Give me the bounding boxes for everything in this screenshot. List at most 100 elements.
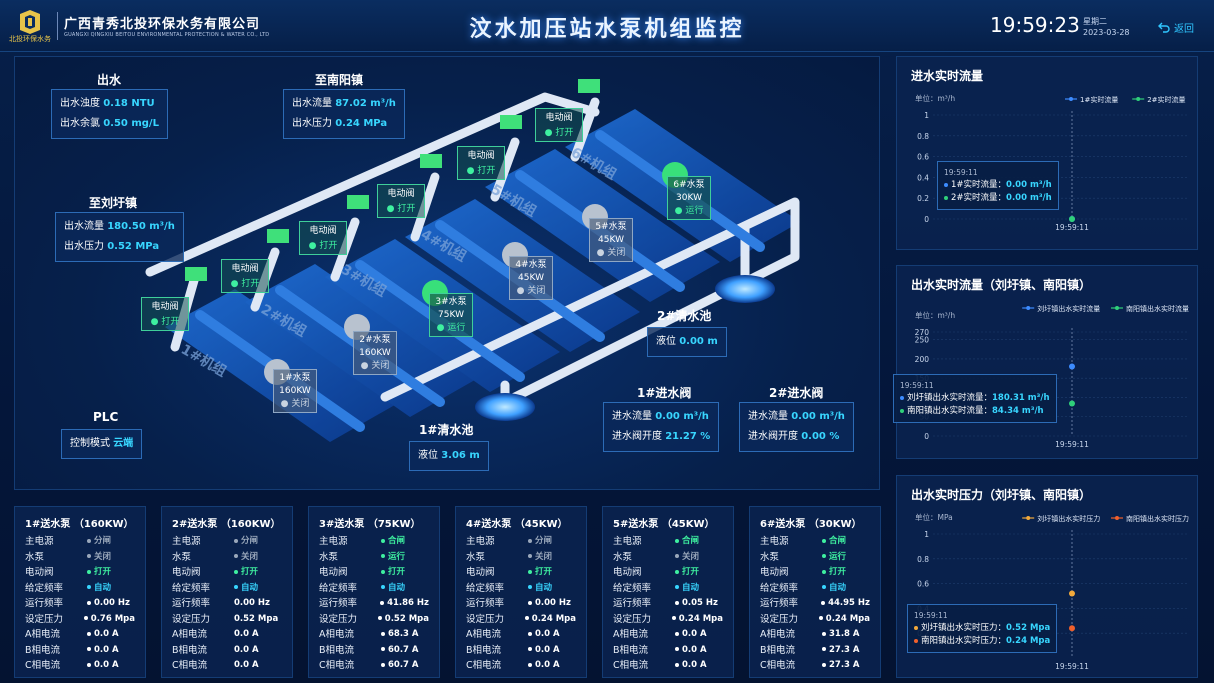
row-value-text: 打开 xyxy=(388,567,406,577)
pump-tag-4[interactable]: 4#水泵 45KW ● 关闭 xyxy=(509,256,553,300)
pool2-box: 液位 0.00 m xyxy=(647,327,727,357)
row-value: 0.00 Hz xyxy=(87,596,130,612)
status-dot-icon xyxy=(380,600,385,605)
pump-tag-2[interactable]: 2#水泵 160KW ● 关闭 xyxy=(353,331,397,375)
valve-tag-5[interactable]: 电动阀 ● 打开 xyxy=(457,146,505,180)
row-value-text: 60.7 A xyxy=(388,660,419,670)
row-value: 41.86 Hz xyxy=(380,596,429,612)
row-key: A相电流 xyxy=(319,629,354,640)
inflow-title: 进水实时流量 xyxy=(911,69,984,83)
pump-card-row: 主电源 合闸 xyxy=(760,534,870,550)
row-value: 自动 xyxy=(675,581,699,597)
pool1-box: 液位 3.06 m xyxy=(409,441,489,471)
pump-tag-1[interactable]: 1#水泵 160KW ● 关闭 xyxy=(273,369,317,413)
pump-tag-5[interactable]: 5#水泵 45KW ● 关闭 xyxy=(589,218,633,262)
y-tick-label: 0.4 xyxy=(917,173,929,182)
legend-marker-icon[interactable] xyxy=(1026,306,1031,310)
status-dot-icon xyxy=(234,538,238,543)
inflow-chart: 单位：m³/h 0 0.2 0.4 0.6 0.8 1 19:59:11 1#实时流量 2#实时流… xyxy=(915,93,1187,232)
legend-entry[interactable]: 2#实时流量 xyxy=(1147,95,1185,104)
row-value: 打开 xyxy=(87,565,111,581)
y-tick-label: 0.6 xyxy=(917,580,929,589)
status-dot-icon xyxy=(822,662,826,667)
status-dot-icon xyxy=(234,585,238,589)
valve-tag-1[interactable]: 电动阀 ● 打开 xyxy=(141,297,189,331)
inlet2-box: 进水流量 0.00 m³/h 进水阀开度 0.00 % xyxy=(739,402,854,452)
status-dot-icon xyxy=(528,631,532,636)
legend-marker-icon[interactable] xyxy=(1115,516,1119,520)
pump-card-row: 设定压力 0.52 Mpa xyxy=(319,612,429,628)
back-button[interactable]: 返回 xyxy=(1158,20,1194,35)
y-unit-label: 单位：MPa xyxy=(915,512,953,522)
x-tick-label: 19:59:11 xyxy=(1055,223,1089,232)
pump-card-row: 给定频率 自动 xyxy=(613,581,723,597)
inlet2-title: 2#进水阀 xyxy=(769,386,824,400)
inlet1-key: 进水流量 xyxy=(612,411,652,422)
row-value-text: 41.86 Hz xyxy=(387,598,429,608)
tooltip-time: 19:59:11 xyxy=(900,381,934,390)
pump-card-5: 5#送水泵 （45KW） 主电源 合闸 水泵 关闭 电动阀 打开 给定频率 自动 运行频率 0.05… xyxy=(602,506,734,678)
inlet2-key: 进水阀开度 xyxy=(748,431,798,442)
legend-entry[interactable]: 南阳镇出水实时压力 xyxy=(1126,514,1189,523)
legend-marker-icon[interactable] xyxy=(1115,306,1119,310)
row-value: 0.52 Mpa xyxy=(377,612,429,628)
legend-marker-icon[interactable] xyxy=(1026,516,1031,520)
valve-name: 电动阀 xyxy=(545,113,573,123)
pump-card-row: 电动阀 打开 xyxy=(760,565,870,581)
legend-entry[interactable]: 1#实时流量 xyxy=(1080,95,1118,104)
pump-card-row: 给定频率 自动 xyxy=(319,581,429,597)
valve-tag-2[interactable]: 电动阀 ● 打开 xyxy=(221,259,269,293)
row-value-text: 0.0 A xyxy=(94,644,119,655)
pump-card-row: C相电流 0.0 A xyxy=(172,658,282,674)
valve-tag-4[interactable]: 电动阀 ● 打开 xyxy=(377,184,425,218)
data-point[interactable] xyxy=(1069,216,1075,222)
pump-tag-3[interactable]: 3#水泵 75KW ● 运行 xyxy=(429,293,473,337)
data-point[interactable] xyxy=(1069,625,1075,632)
plc-box: 控制模式 云端 xyxy=(61,429,143,459)
liuxu-row: 出水流量 180.50 m³/h xyxy=(64,217,175,237)
y-tick-label: 0.2 xyxy=(917,194,929,203)
status-dot-icon xyxy=(83,616,88,620)
series-dot-icon xyxy=(900,395,904,400)
pump-card-row: 主电源 分闸 xyxy=(466,534,576,550)
data-point[interactable] xyxy=(1069,590,1075,597)
row-value-text: 分闸 xyxy=(241,536,259,546)
pump-tag-6[interactable]: 6#水泵 30KW ● 运行 xyxy=(667,176,711,220)
nanyang-row: 出水压力 0.24 MPa xyxy=(292,114,396,134)
status-dot-icon xyxy=(528,647,532,651)
data-point[interactable] xyxy=(1069,400,1075,407)
pump-card-row: 设定压力 0.76 Mpa xyxy=(25,612,135,628)
row-key: A相电流 xyxy=(466,629,501,640)
legend-marker-icon[interactable] xyxy=(1136,97,1141,101)
pump-card-row: B相电流 27.3 A xyxy=(760,643,870,659)
process-diagram: 1#机组 2#机组 3#机组 4#机组 5#机组 6#机组 出水 出水浊度 0.… xyxy=(14,56,880,490)
row-key: 运行频率 xyxy=(613,598,652,609)
tooltip-value: 0.00 m³/h xyxy=(1006,180,1052,190)
row-value: 自动 xyxy=(822,581,846,597)
row-key: 电动阀 xyxy=(760,567,789,578)
legend-entry[interactable]: 刘圩镇出水实时压力 xyxy=(1037,514,1100,523)
liuxu-row: 出水压力 0.52 MPa xyxy=(64,237,175,257)
y-tick-label: 1 xyxy=(924,530,929,539)
row-value: 0.00 Hz xyxy=(234,596,270,612)
header: 北投环保水务 广西青秀北投环保水务有限公司 GUANGXI QINGXIU BE… xyxy=(0,0,1214,52)
row-value-text: 0.00 Hz xyxy=(94,598,130,608)
legend-entry[interactable]: 南阳镇出水实时流量 xyxy=(1126,304,1189,313)
plc-title: PLC xyxy=(93,410,119,424)
pump-card-3: 3#送水泵 （75KW） 主电源 合闸 水泵 运行 电动阀 打开 给定频率 自动 运行频率 41.8… xyxy=(308,506,440,678)
valve-tag-3[interactable]: 电动阀 ● 打开 xyxy=(299,221,347,255)
row-value: 0.0 A xyxy=(87,627,119,643)
valve-tag-6[interactable]: 电动阀 ● 打开 xyxy=(535,108,583,142)
legend-marker-icon[interactable] xyxy=(1069,97,1073,101)
row-value-text: 0.0 A xyxy=(535,660,560,670)
tooltip-label: 南阳镇出水实时压力： xyxy=(921,636,1007,646)
pump-card-row: 给定频率 自动 xyxy=(25,581,135,597)
pump-card-title: 1#送水泵 （160KW） xyxy=(25,519,134,530)
legend-entry[interactable]: 刘圩镇出水实时流量 xyxy=(1037,304,1100,313)
pump-name: 5#水泵 xyxy=(595,222,627,232)
inlet2-row: 进水阀开度 0.00 % xyxy=(748,427,845,447)
pump-card-row: 电动阀 打开 xyxy=(319,565,429,581)
valve-name: 电动阀 xyxy=(309,226,337,236)
data-point[interactable] xyxy=(1069,363,1075,370)
